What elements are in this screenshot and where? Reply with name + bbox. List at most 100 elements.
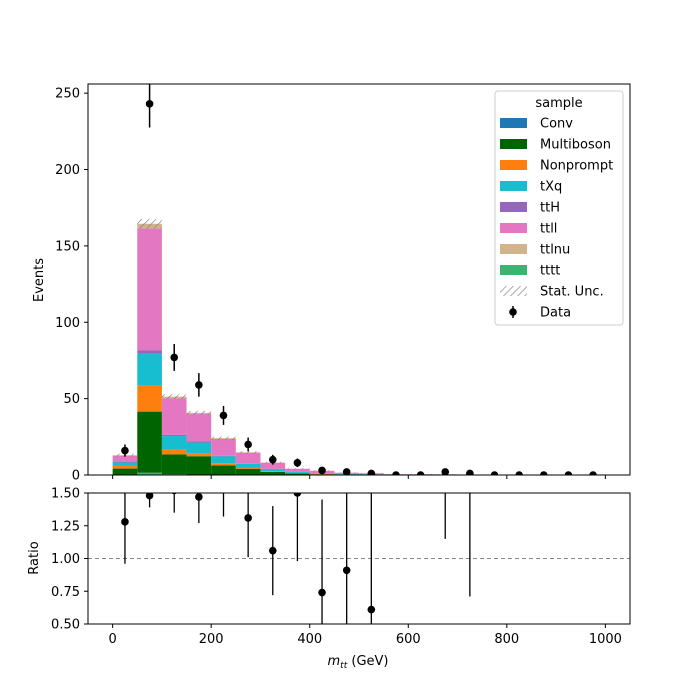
y-tick-label: 100 [55,316,80,331]
legend-marker-data [509,308,517,316]
ratio-point [244,514,252,522]
legend-label-multiboson: Multiboson [540,138,611,153]
y-tick-label: 200 [55,163,80,178]
legend-swatch-ttlnu [500,244,527,254]
x-axis-label: mtt (GeV) [328,654,389,671]
stacked-bars [112,223,581,475]
bar-tth [161,434,187,437]
legend-label-txq: tXq [540,180,562,195]
data-point [367,469,376,475]
bar-txq [137,353,162,386]
ratio-point [441,450,449,458]
bar-multiboson [235,468,261,475]
bar-multiboson [260,471,286,475]
legend-swatch-tth [500,202,527,212]
bar-txq [186,442,212,454]
legend-label-stat-unc-: Stat. Unc. [540,285,604,300]
data-point [466,469,474,475]
ratio-plot-frame [87,492,631,625]
data-point [318,466,326,475]
ratio-y-tick-label: 1.25 [51,519,80,534]
data-point [195,381,203,389]
legend-label-tth: ttH [540,201,560,216]
legend-label-nonprompt: Nonprompt [540,159,613,174]
data-point [121,446,129,455]
x-tick-label: 800 [494,632,519,647]
legend-label-data: Data [540,306,571,321]
bar-nonprompt [112,465,138,469]
x-tick-label: 600 [396,632,421,647]
bar-ttll [260,462,286,469]
x-tick-label: 0 [108,632,116,647]
legend-label-ttlnu: ttlnu [540,243,570,258]
ratio-point [268,546,277,555]
stat-unc-band [211,436,236,440]
bar-multiboson [186,456,212,475]
legend-label-tttt: tttt [540,264,560,279]
y-tick-label: 50 [63,392,80,407]
ratio-y-tick-label: 1.00 [51,552,80,567]
bar-ttll [235,452,261,464]
bar-nonprompt [260,471,286,472]
ratio-point [342,566,351,575]
ratio-point [220,481,228,489]
bar-ttll [161,398,187,435]
y-tick-label: 0 [72,469,80,484]
y-tick-label: 150 [55,239,80,254]
legend-swatch-nonprompt [500,160,527,170]
ratio-plot: 0.50 0.75 1.00 1.25 1.50 0 200 400 600 800 1000 R… [27,450,631,671]
x-tick-label: 400 [297,632,322,647]
data-point [515,471,523,475]
bar-txq [260,469,286,472]
stat-unc-band [161,394,187,399]
ratio-point [318,588,326,597]
bar-multiboson [161,454,187,475]
legend-swatch-stat-unc [500,286,527,296]
legend-swatch-ttll [500,223,527,233]
main-y-axis: 0 50 100 150 200 250 [55,87,88,484]
ratio-point [293,493,302,497]
ratio-point [466,463,474,471]
bar-txq [235,463,261,468]
bar-multiboson [137,411,162,473]
y-tick-label: 250 [55,87,80,102]
bar-nonprompt [235,467,261,469]
stat-unc-band [186,410,212,415]
bar-nonprompt [161,449,187,455]
data-point [441,468,450,475]
data-point [589,471,597,475]
bar-txq [211,456,236,464]
ratio-y-tick-label: 0.50 [51,618,80,633]
ratio-point [367,605,376,614]
stat-unc-band [137,219,162,229]
ratio-point [195,493,203,501]
data-point [416,471,425,475]
x-tick-label: 200 [199,632,224,647]
bar-nonprompt [137,385,162,412]
data-point [490,471,499,475]
stat-unc-band [235,451,261,454]
stat-unc-band [285,468,310,470]
bar-ttll [112,455,138,463]
bar-tttt [137,472,162,475]
legend-swatch-multiboson [500,139,527,149]
ratio-y-axis-label: Ratio [27,541,42,574]
data-point [539,471,548,475]
bar-tth [211,455,236,457]
bar-ttll [285,468,310,472]
ratio-y-tick-label: 0.75 [51,585,80,600]
data-point [268,455,277,464]
legend-label-ttll: ttll [540,222,557,237]
bar-multiboson [112,468,138,475]
bar-ttll [186,414,212,442]
bar-txq [285,472,310,474]
main-x-ticks [112,475,606,479]
ratio-point [121,518,129,526]
ratio-points [121,450,474,624]
data-point [342,468,351,475]
bar-ttll [137,228,162,351]
main-plot: 0 50 100 150 200 250 Events [32,83,631,484]
data-point [293,458,302,467]
legend-swatch-tttt [500,265,527,275]
